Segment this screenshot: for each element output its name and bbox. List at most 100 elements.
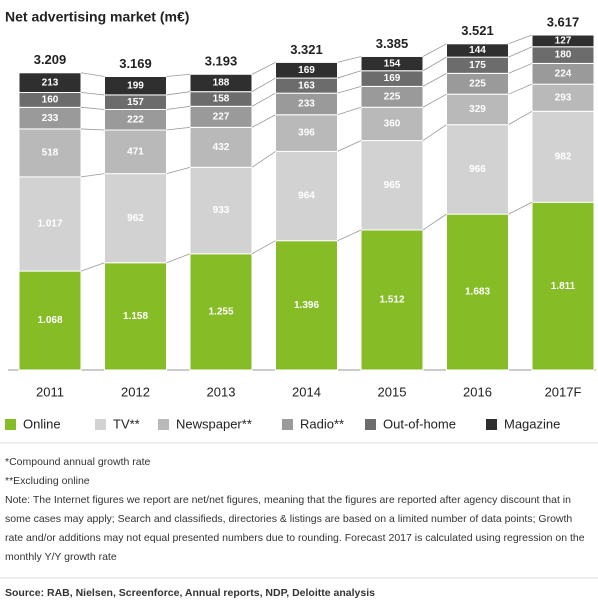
legend-label: Magazine (504, 416, 560, 431)
segment-label: 962 (127, 213, 144, 224)
segment-label: 432 (213, 142, 230, 153)
x-tick-label: 2015 (378, 384, 407, 399)
note: Note: The Internet figures we report are… (5, 494, 571, 506)
segment-label: 225 (384, 91, 401, 102)
connector (166, 91, 191, 96)
x-tick-label: 2017F (545, 384, 582, 399)
connector (251, 151, 276, 168)
segment-label: 1.017 (37, 219, 62, 230)
bar-segment (275, 240, 338, 371)
segment-label: 154 (384, 58, 401, 69)
legend-swatch (365, 419, 376, 430)
segment-label: 225 (469, 78, 486, 89)
connector (80, 106, 105, 110)
note: rate and/or additions may not equal pres… (5, 532, 585, 544)
connector (166, 73, 191, 77)
connector (422, 56, 447, 72)
total-label: 3.321 (290, 42, 323, 57)
source: Source: RAB, Nielsen, Screenforce, Annua… (5, 587, 375, 599)
segment-label: 199 (127, 80, 144, 91)
connector (80, 173, 105, 178)
connector (337, 229, 362, 242)
segment-label: 966 (469, 164, 486, 175)
segment-label: 222 (127, 114, 144, 125)
connector (422, 124, 447, 141)
connector (508, 34, 533, 45)
x-tick-label: 2016 (463, 384, 492, 399)
total-label: 3.193 (205, 54, 238, 69)
note: some cases may apply; Search and classif… (5, 513, 572, 525)
bar-segment (189, 73, 253, 93)
segment-label: 188 (213, 78, 230, 89)
x-tick-label: 2013 (207, 384, 236, 399)
connector (251, 92, 276, 107)
connector (422, 72, 447, 87)
note: *Compound annual growth rate (5, 456, 151, 468)
segment-label: 293 (555, 92, 572, 103)
segment-label: 1.396 (294, 300, 319, 311)
legend-swatch (158, 419, 169, 430)
bar-segment (531, 34, 595, 48)
segment-label: 933 (213, 205, 230, 216)
connector (337, 56, 362, 63)
bar-segment (275, 61, 338, 79)
segment-label: 169 (298, 65, 315, 76)
segment-label: 144 (469, 45, 486, 56)
connector (251, 240, 276, 255)
connector (251, 77, 276, 93)
connector (80, 262, 105, 272)
connector (166, 166, 191, 175)
legend-swatch (282, 419, 293, 430)
bar-segment (360, 55, 424, 72)
connector (422, 213, 447, 231)
connector (337, 106, 362, 116)
bar-segment (18, 270, 82, 371)
segment-label: 169 (384, 73, 401, 84)
segment-label: 163 (298, 80, 315, 91)
x-tick-label: 2014 (292, 384, 321, 399)
segment-label: 982 (555, 151, 572, 162)
legend-label: TV** (113, 416, 140, 431)
segment-label: 233 (298, 99, 315, 110)
legend-swatch (5, 419, 16, 430)
x-tick-label: 2011 (36, 384, 64, 399)
bar-segment (18, 176, 82, 272)
bar-segment (446, 43, 509, 58)
bar-segment (189, 126, 253, 168)
bar-segment (446, 124, 509, 215)
connector (508, 201, 533, 215)
total-label: 3.521 (461, 23, 494, 38)
segment-label: 157 (127, 97, 144, 108)
total-label: 3.617 (547, 14, 580, 29)
total-label: 3.385 (376, 36, 409, 51)
segment-label: 213 (42, 77, 59, 88)
connector (422, 43, 447, 57)
bar-segment (189, 253, 253, 371)
connector (166, 126, 191, 131)
bar-segment (104, 75, 167, 96)
connector (337, 70, 362, 79)
connector (508, 46, 533, 58)
bar-segment (446, 213, 509, 371)
bar-segment (446, 93, 509, 126)
segment-label: 1.158 (123, 311, 148, 322)
bar-segment (275, 114, 338, 152)
connector (166, 105, 191, 110)
bar-segment (531, 201, 595, 371)
chart-title: Net advertising market (m€) (5, 9, 189, 25)
total-label: 3.209 (34, 52, 67, 67)
segment-label: 1.811 (551, 281, 576, 292)
bar-segment (18, 128, 82, 178)
segment-label: 160 (42, 95, 59, 106)
bar-segment (104, 129, 167, 175)
segment-label: 1.512 (379, 295, 404, 306)
segment-label: 233 (42, 113, 59, 124)
segment-label: 227 (213, 111, 230, 122)
segment-label: 180 (555, 50, 572, 61)
connector (251, 62, 276, 75)
connector (508, 63, 533, 74)
connector (422, 93, 447, 108)
connector (337, 86, 362, 94)
connector (80, 128, 105, 131)
